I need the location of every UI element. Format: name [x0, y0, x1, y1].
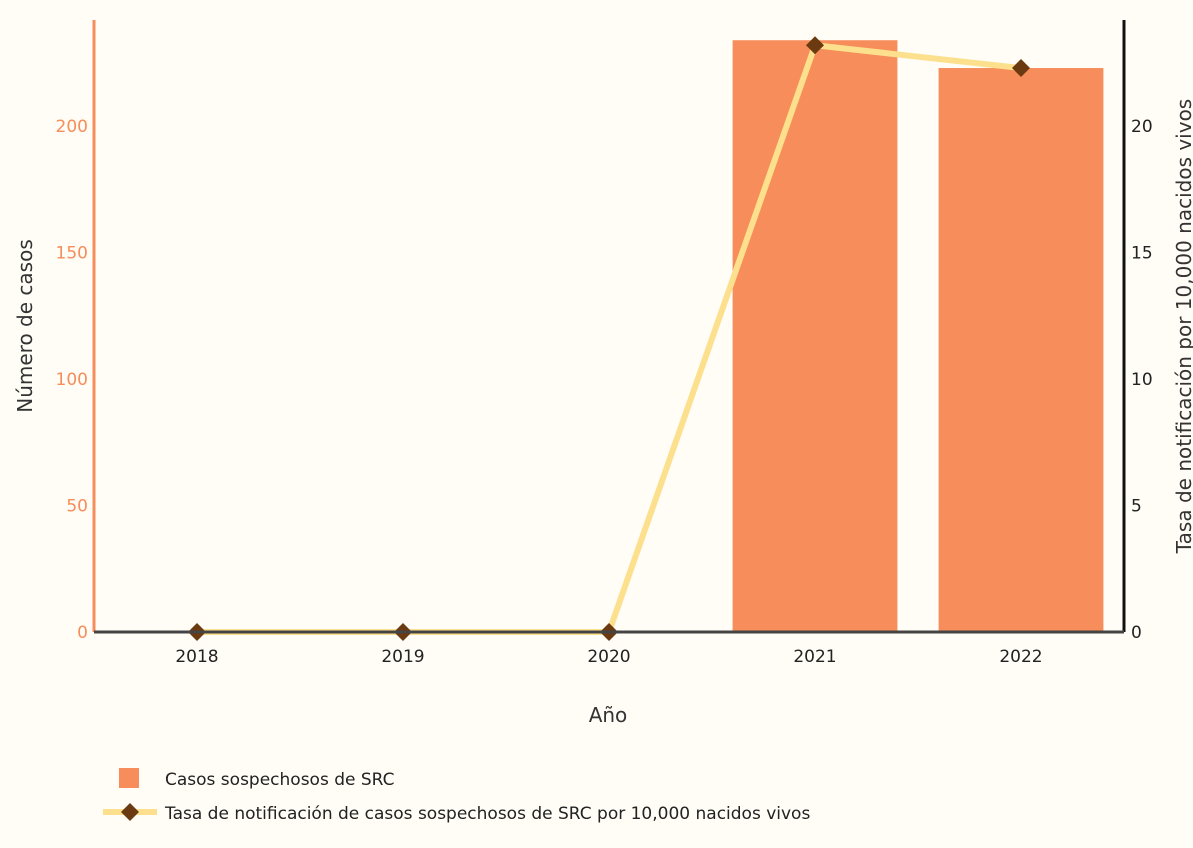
rate-line-series: [188, 36, 1030, 641]
y-right-tick-label: 5: [1131, 497, 1142, 517]
y-left-tick-label: 200: [56, 117, 88, 137]
x-axis-title: Año: [589, 703, 628, 727]
x-tick-label: 2022: [999, 647, 1042, 667]
y-right-tick-label: 0: [1131, 623, 1142, 643]
legend-bar-label[interactable]: Casos sospechosos de SRC: [165, 770, 395, 790]
rate-marker-2022[interactable]: [1012, 59, 1030, 78]
x-tick-label: 2019: [381, 647, 424, 667]
bar-2022[interactable]: [938, 68, 1104, 633]
rate-marker-2021[interactable]: [806, 36, 824, 55]
y-left-tick-label: 50: [66, 497, 88, 517]
legend-line-marker: [121, 803, 139, 821]
x-tick-label: 2021: [793, 647, 836, 667]
legend-bar-swatch[interactable]: [119, 768, 139, 788]
y-axis-left-title: Número de casos: [13, 239, 37, 413]
legend: Casos sospechosos de SRC Tasa de notific…: [103, 768, 810, 824]
rate-line: [197, 42, 1022, 635]
axes: 0 50 100 150 200 0 5 10 15 20 2018 2019 2020 2021 2022: [56, 20, 1153, 667]
legend-line-label[interactable]: Tasa de notificación de casos sospechoso…: [164, 804, 810, 824]
y-left-tick-label: 150: [56, 244, 88, 264]
bar-2021[interactable]: [732, 40, 898, 633]
y-right-tick-label: 15: [1131, 244, 1153, 264]
x-tick-label: 2018: [175, 647, 218, 667]
y-right-tick-label: 20: [1131, 117, 1153, 137]
bar-series: [732, 40, 1104, 633]
y-left-tick-label: 100: [56, 370, 88, 390]
y-left-tick-label: 0: [77, 623, 88, 643]
y-right-tick-label: 10: [1131, 370, 1153, 390]
x-tick-label: 2020: [587, 647, 630, 667]
y-axis-right-title: Tasa de notificación por 10,000 nacidos …: [1172, 99, 1193, 554]
